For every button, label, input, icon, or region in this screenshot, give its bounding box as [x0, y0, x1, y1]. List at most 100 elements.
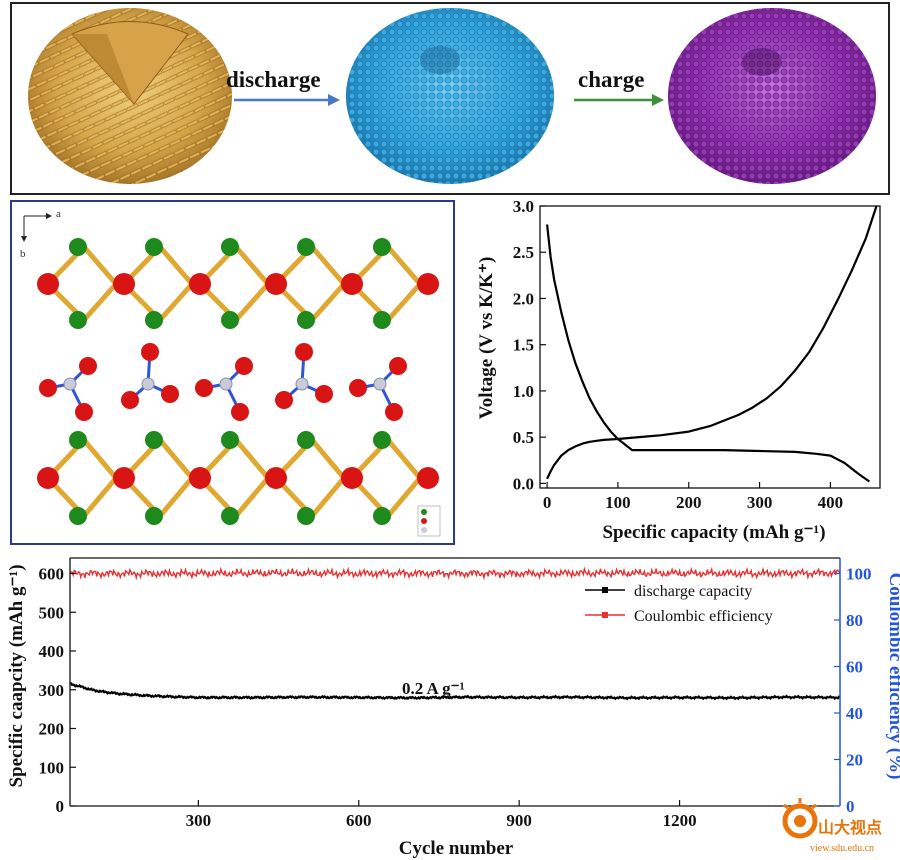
green-atom — [145, 311, 163, 329]
voltage-y-tick-label: 1.5 — [513, 336, 534, 355]
green-atom — [297, 311, 315, 329]
cycle-x-tick-label: 600 — [346, 811, 372, 830]
bond — [158, 476, 194, 518]
bond — [82, 438, 118, 480]
green-atom — [221, 311, 239, 329]
grey-atom — [63, 377, 77, 391]
red-atom — [79, 357, 97, 375]
bond — [310, 245, 346, 286]
red-atom — [417, 467, 439, 489]
bond — [386, 438, 422, 480]
bond — [234, 282, 270, 322]
cycle-y-tick-label: 100 — [39, 758, 65, 777]
charged-particle-icon — [668, 8, 876, 184]
green-atom — [297, 507, 315, 525]
bond — [82, 282, 118, 322]
green-atom — [69, 507, 87, 525]
legend-discharge-capacity: discharge capacity — [634, 583, 752, 600]
red-atom — [295, 343, 313, 361]
bond — [158, 245, 194, 286]
voltage-x-tick-label: 0 — [543, 493, 552, 512]
bond — [158, 438, 194, 480]
voltage-x-tick-label: 300 — [747, 493, 773, 512]
watermark-subtext: view.sdu.edu.cn — [810, 843, 874, 854]
cycle-y2-tick-label: 60 — [846, 658, 863, 677]
crystal-structure-panel: a b — [10, 200, 455, 545]
red-atom — [315, 385, 333, 403]
voltage-y-axis-label: Voltage (V vs K/K⁺) — [476, 257, 497, 420]
voltage-profile-chart: Voltage (V vs K/K⁺) Specific capacity (m… — [476, 198, 881, 543]
red-atom — [113, 467, 135, 489]
voltage-plot-area: 0 100 200 300 400 0.0 0.5 1.0 1.5 2.0 2.5 3.0 — [513, 198, 881, 512]
green-atom — [145, 507, 163, 525]
pristine-particle-icon — [28, 8, 232, 184]
grey-atom — [141, 377, 155, 391]
cycle-y-tick-label: 300 — [39, 681, 65, 700]
red-atom — [275, 391, 293, 409]
cycle-y-axis-label: Specific caapcity (mAh g⁻¹) — [6, 564, 27, 787]
red-atom — [341, 467, 363, 489]
voltage-y-tick-label: 3.0 — [513, 198, 534, 216]
bond — [386, 245, 422, 286]
crystal-atoms — [37, 238, 439, 525]
watermark-logo: 山大视点 view.sdu.edu.cn — [782, 798, 882, 854]
discharged-particle-icon — [346, 8, 554, 184]
red-atom — [417, 273, 439, 295]
discharge-curve — [546, 224, 871, 483]
green-atom — [373, 507, 391, 525]
voltage-y-tick-label: 2.5 — [513, 243, 534, 262]
green-atom — [297, 238, 315, 256]
green-atom — [145, 238, 163, 256]
green-atom — [373, 238, 391, 256]
bond — [158, 282, 194, 322]
discharge-label: discharge — [226, 67, 321, 92]
voltage-x-tick-label: 200 — [676, 493, 702, 512]
current-density-annotation: 0.2 A g⁻¹ — [402, 679, 465, 698]
cycle-legend: discharge capacity Coulombic efficiency — [585, 583, 773, 625]
voltage-x-axis-label: Specific capacity (mAh g⁻¹) — [602, 522, 825, 543]
bond — [82, 476, 118, 518]
voltage-plot-frame — [539, 205, 881, 489]
discharge-capacity-series — [69, 682, 841, 701]
green-atom — [69, 431, 87, 449]
bond — [234, 438, 270, 480]
red-atom — [349, 379, 367, 397]
green-atom — [69, 311, 87, 329]
watermark-text: 山大视点 — [818, 818, 882, 837]
cycle-y2-tick-label: 40 — [846, 704, 863, 723]
green-atom — [145, 431, 163, 449]
red-atom — [189, 467, 211, 489]
axis-indicator: a b — [20, 208, 61, 260]
grey-atom — [373, 377, 387, 391]
bond — [234, 476, 270, 518]
red-atom — [161, 385, 179, 403]
red-atom — [189, 273, 211, 295]
red-atom — [265, 273, 287, 295]
voltage-x-tick-label: 400 — [818, 493, 844, 512]
crystal-structure-svg: a b — [20, 208, 441, 537]
cycle-y-tick-label: 500 — [39, 603, 65, 622]
charge-label: charge — [578, 67, 644, 92]
red-atom — [195, 379, 213, 397]
grey-atom — [295, 377, 309, 391]
voltage-y-tick-label: 0.5 — [513, 428, 534, 447]
red-atom — [141, 343, 159, 361]
cycle-plot-area: 300 600 900 1200 0 100 200 300 400 500 600 0 20 40 60 8… — [39, 557, 872, 830]
green-atom — [221, 238, 239, 256]
green-atom — [297, 431, 315, 449]
charge-curve — [546, 205, 878, 480]
red-atom — [235, 357, 253, 375]
cycle-y2-axis-label: Coulombic efficiency (%) — [885, 573, 900, 780]
voltage-y-tick-label: 1.0 — [513, 382, 534, 401]
bond — [234, 245, 270, 286]
bond — [82, 245, 118, 286]
cycle-x-tick-label: 1200 — [663, 811, 697, 830]
red-atom — [37, 273, 59, 295]
coulombic-efficiency-series — [69, 566, 841, 581]
green-atom — [221, 431, 239, 449]
red-atom — [385, 403, 403, 421]
cycle-y2-tick-label: 20 — [846, 751, 863, 770]
cycle-y2-tick-label: 100 — [846, 565, 872, 584]
cycle-y2-tick-label: 80 — [846, 611, 863, 630]
legend-coulombic-efficiency: Coulombic efficiency — [634, 608, 773, 625]
